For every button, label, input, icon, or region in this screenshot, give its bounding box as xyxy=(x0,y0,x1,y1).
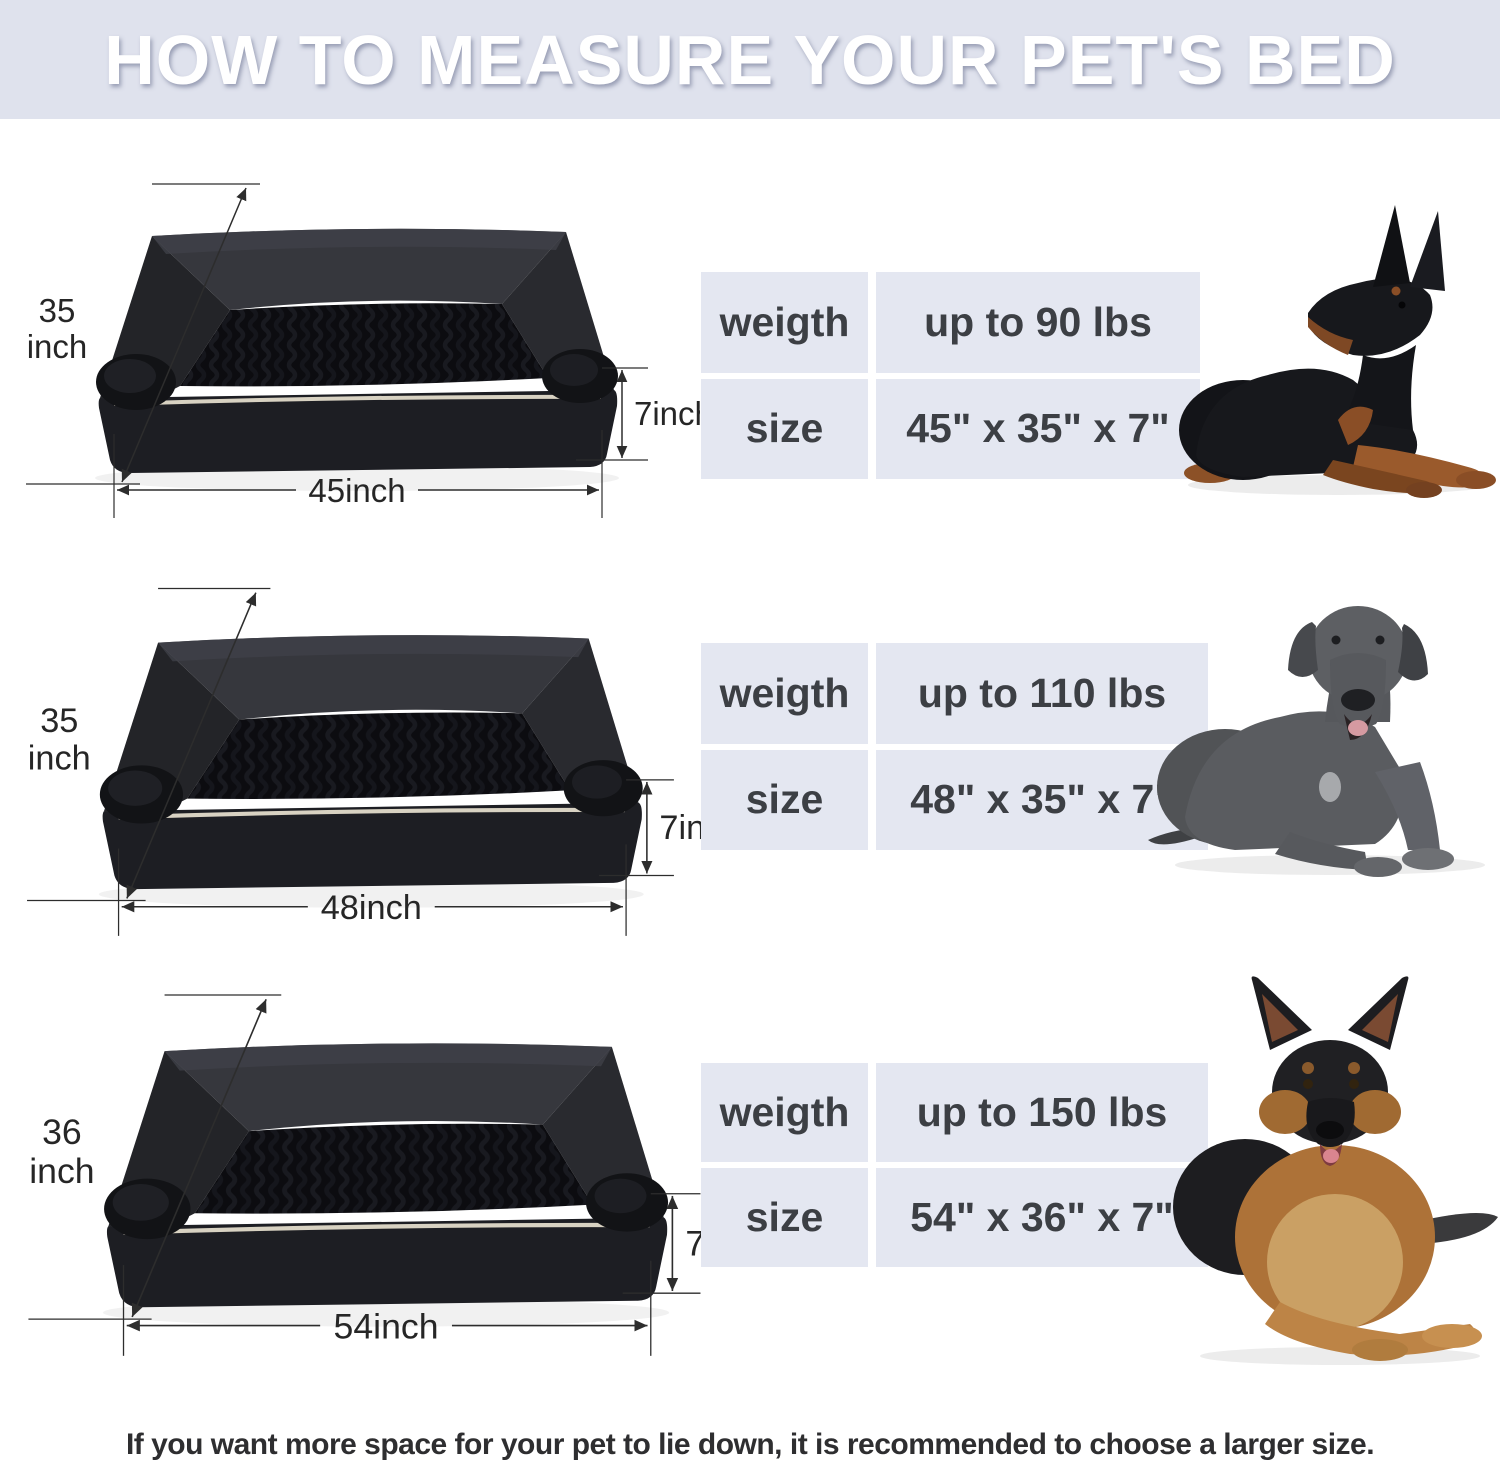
bed-diagram-48: 35 inch 48inch 7inch xyxy=(0,576,728,938)
width-label: 45inch xyxy=(308,472,405,509)
spec-table: weigth up to 110 lbs size 48" x 35" x 7" xyxy=(701,643,1208,850)
german-shepherd-image xyxy=(1173,976,1498,1365)
width-label: 48inch xyxy=(321,889,422,927)
size-label: size xyxy=(701,749,868,850)
depth-unit-label: inch xyxy=(27,328,88,365)
great-dane-image xyxy=(1148,606,1485,877)
title-banner: HOW TO MEASURE YOUR PET'S BED xyxy=(0,0,1500,119)
depth-value-label: 35 xyxy=(40,702,78,740)
size-label: size xyxy=(701,1168,868,1267)
weight-label: weigth xyxy=(701,643,868,744)
doberman-image xyxy=(1179,205,1496,498)
size-value: 45" x 35" x 7" xyxy=(876,378,1200,479)
bed-diagram-45: 35 inch 45inch 7inch xyxy=(0,172,700,520)
depth-value-label: 36 xyxy=(42,1112,82,1152)
width-label: 54inch xyxy=(334,1307,439,1347)
weight-label: weigth xyxy=(701,1063,868,1162)
weight-value: up to 90 lbs xyxy=(876,272,1200,373)
depth-unit-label: inch xyxy=(28,739,91,777)
footer-note: If you want more space for your pet to l… xyxy=(125,1428,1375,1461)
page-title: HOW TO MEASURE YOUR PET'S BED xyxy=(104,20,1396,99)
bed-diagram-54: 36 inch 54inch 7inch xyxy=(0,982,757,1358)
size-value: 54" x 36" x 7" xyxy=(876,1168,1208,1267)
size-label: size xyxy=(701,378,868,479)
spec-table: weigth up to 90 lbs size 45" x 35" x 7" xyxy=(701,272,1200,479)
weight-value: up to 150 lbs xyxy=(876,1063,1208,1162)
spec-table: weigth up to 150 lbs size 54" x 36" x 7" xyxy=(701,1063,1208,1267)
depth-unit-label: inch xyxy=(29,1151,94,1191)
height-label: 7inch xyxy=(634,395,700,432)
size-value: 48" x 35" x 7" xyxy=(876,749,1208,850)
depth-value-label: 35 xyxy=(39,292,76,329)
weight-label: weigth xyxy=(701,272,868,373)
weight-value: up to 110 lbs xyxy=(876,643,1208,744)
